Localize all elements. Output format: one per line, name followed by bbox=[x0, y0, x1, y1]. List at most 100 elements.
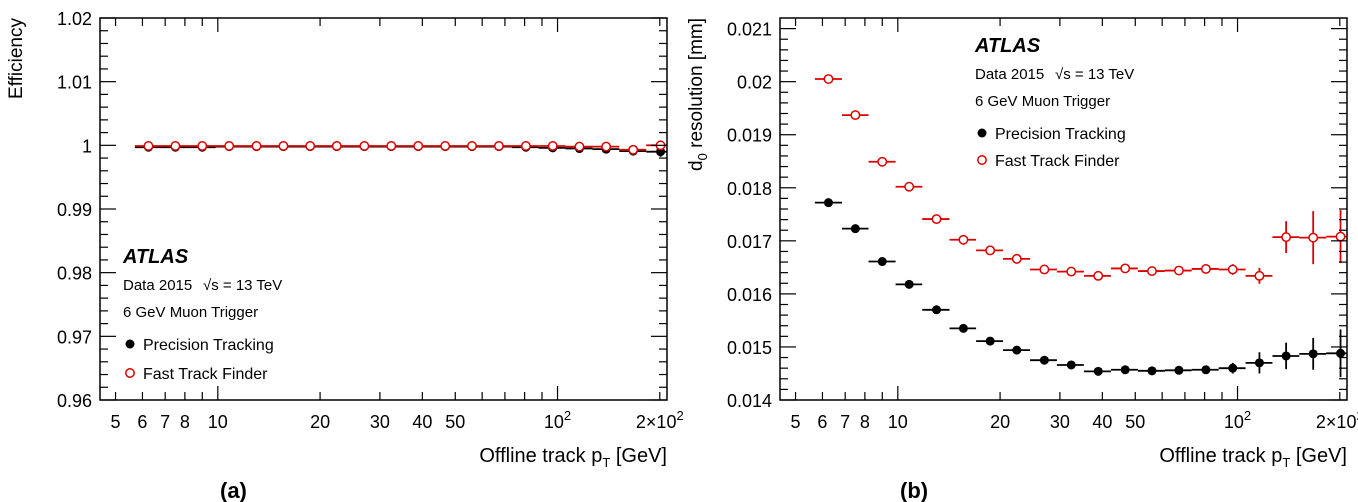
efficiency-x-tick-label: 2×102 bbox=[636, 408, 684, 432]
d0-precision-point bbox=[823, 198, 833, 208]
d0-x-tick-label-exp: 2 bbox=[1244, 408, 1251, 423]
efficiency-x-label-main: Offline track p bbox=[479, 445, 602, 467]
d0-precision-point bbox=[958, 323, 968, 333]
efficiency-fasttrack-point bbox=[197, 141, 208, 151]
d0-precision-point bbox=[1201, 365, 1211, 375]
d0-fasttrack-point bbox=[1173, 265, 1184, 276]
d0-precision-point bbox=[1120, 365, 1130, 375]
d0-precision-point bbox=[1039, 355, 1049, 365]
d0-x-tick-label-base: 5 bbox=[791, 412, 801, 432]
efficiency-fasttrack-point bbox=[413, 141, 424, 151]
efficiency-y-tick-label: 1.02 bbox=[57, 9, 92, 29]
d0-x-tick-label-base: 50 bbox=[1125, 412, 1145, 432]
efficiency-x-tick-label: 7 bbox=[160, 412, 170, 432]
efficiency-fasttrack-point bbox=[440, 141, 451, 151]
d0-fasttrack-point bbox=[1200, 264, 1211, 274]
d0-fasttrack-point bbox=[1093, 270, 1104, 281]
d0-fasttrack-point bbox=[1227, 264, 1238, 275]
d0-y-label-main: d bbox=[686, 160, 707, 171]
efficiency-x-tick-label-base: 50 bbox=[445, 412, 465, 432]
d0-x-tick-label: 6 bbox=[817, 412, 827, 432]
d0-x-tick-label: 2×102 bbox=[1316, 408, 1358, 432]
d0-fasttrack-point bbox=[1066, 266, 1077, 277]
efficiency-x-tick-label-base: 30 bbox=[370, 412, 390, 432]
d0-x-label-sub: T bbox=[1282, 455, 1290, 470]
legend-label-fasttrack-b: Fast Track Finder bbox=[995, 153, 1120, 170]
efficiency-y-tick-label: 0.99 bbox=[57, 200, 92, 220]
efficiency-fasttrack-point bbox=[224, 141, 235, 151]
d0-x-tick-label: 50 bbox=[1125, 412, 1145, 432]
d0-fasttrack-point bbox=[985, 245, 996, 256]
d0-x-tick-label-base: 7 bbox=[840, 412, 850, 432]
efficiency-fasttrack-point bbox=[331, 141, 342, 151]
efficiency-x-tick-label: 30 bbox=[370, 412, 390, 432]
d0-precision-point bbox=[904, 279, 914, 289]
d0-precision-point bbox=[850, 224, 860, 234]
d0-x-tick-label-base: 6 bbox=[817, 412, 827, 432]
d0-x-tick-label: 10 bbox=[888, 412, 908, 432]
d0-fasttrack-point bbox=[1335, 231, 1346, 242]
efficiency-fasttrack-point bbox=[467, 141, 477, 151]
d0-precision-point bbox=[1281, 351, 1291, 361]
legend-marker-fasttrack-b bbox=[977, 155, 987, 165]
d0-x-tick-label-base: 8 bbox=[860, 412, 870, 432]
efficiency-x-label-unit: [GeV] bbox=[616, 445, 667, 467]
efficiency-x-tick-label-base: 20 bbox=[310, 412, 330, 432]
d0-y-tick-label: 0.015 bbox=[727, 338, 772, 358]
trigger-label-b: 6 GeV Muon Trigger bbox=[975, 93, 1110, 110]
energy-label-a: √s = 13 TeV bbox=[203, 277, 282, 294]
efficiency-x-tick-label-base: 5 bbox=[111, 412, 121, 432]
legend-marker-fasttrack-a bbox=[125, 368, 135, 378]
d0-precision-point bbox=[932, 305, 942, 315]
efficiency-y-axis-label: Efficiency bbox=[6, 18, 27, 99]
efficiency-fasttrack-point bbox=[305, 141, 316, 151]
d0-x-tick-label: 7 bbox=[840, 412, 850, 432]
d0-precision-point bbox=[1066, 360, 1076, 370]
efficiency-fasttrack-point bbox=[601, 141, 612, 152]
d0-precision-point bbox=[1228, 363, 1238, 373]
efficiency-axis-ticks: 5 6 7 8 10 20 30 40 50 102 2×1020.960.970.980.9911… bbox=[57, 9, 684, 432]
efficiency-fasttrack-point bbox=[251, 141, 262, 151]
d0-y-axis-label: d0 resolution [mm] bbox=[686, 18, 710, 171]
d0-x-tick-label: 8 bbox=[860, 412, 870, 432]
efficiency-x-tick-label: 8 bbox=[180, 412, 190, 432]
atlas-label-b: ATLAS bbox=[974, 35, 1041, 57]
efficiency-fasttrack-point bbox=[493, 141, 504, 151]
efficiency-fasttrack-point bbox=[574, 141, 585, 152]
efficiency-panel: 5 6 7 8 10 20 30 40 50 102 2×1020.960.970.980.9911… bbox=[6, 9, 684, 502]
legend-label-precision-b: Precision Tracking bbox=[995, 126, 1126, 143]
d0-fasttrack-point bbox=[1147, 266, 1157, 277]
efficiency-x-tick-label-exp: 2 bbox=[676, 408, 683, 423]
efficiency-x-tick-label: 10 bbox=[208, 412, 228, 432]
efficiency-x-tick-label-base: 10 bbox=[208, 412, 228, 432]
d0-fasttrack-point bbox=[1308, 232, 1319, 243]
efficiency-x-tick-label: 40 bbox=[412, 412, 432, 432]
legend-label-precision-a: Precision Tracking bbox=[143, 337, 274, 354]
d0-fasttrack-point bbox=[1254, 270, 1265, 281]
panel-label-b: (b) bbox=[900, 478, 928, 502]
panel-label-a: (a) bbox=[220, 478, 247, 502]
efficiency-y-tick-label: 0.98 bbox=[57, 264, 92, 284]
d0-precision-point bbox=[1174, 365, 1184, 375]
d0-fasttrack-point bbox=[850, 110, 861, 121]
d0-y-tick-label: 0.017 bbox=[727, 232, 772, 252]
d0-precision-point bbox=[1012, 345, 1022, 355]
d0-x-tick-label-base: 20 bbox=[990, 412, 1010, 432]
d0-x-tick-label: 30 bbox=[1050, 412, 1070, 432]
d0-y-tick-label: 0.021 bbox=[727, 20, 772, 40]
efficiency-y-tick-label: 1 bbox=[82, 136, 92, 156]
efficiency-x-axis-label: Offline track pT [GeV] bbox=[479, 445, 667, 470]
d0-x-label-unit: [GeV] bbox=[1296, 445, 1347, 467]
d0-plot-marks bbox=[814, 74, 1347, 378]
efficiency-x-tick-label: 6 bbox=[137, 412, 147, 432]
efficiency-x-tick-label-base: 2×10 bbox=[636, 412, 677, 432]
legend-a: Precision Tracking Fast Track Finder bbox=[125, 337, 274, 383]
d0-precision-point bbox=[1308, 349, 1318, 359]
d0-x-tick-label: 5 bbox=[791, 412, 801, 432]
efficiency-x-tick-label: 20 bbox=[310, 412, 330, 432]
atlas-label-a: ATLAS bbox=[122, 246, 189, 268]
efficiency-fasttrack-point bbox=[359, 141, 370, 151]
data-2015-label-a: Data 2015 bbox=[123, 277, 192, 294]
efficiency-plot-marks bbox=[134, 140, 667, 157]
